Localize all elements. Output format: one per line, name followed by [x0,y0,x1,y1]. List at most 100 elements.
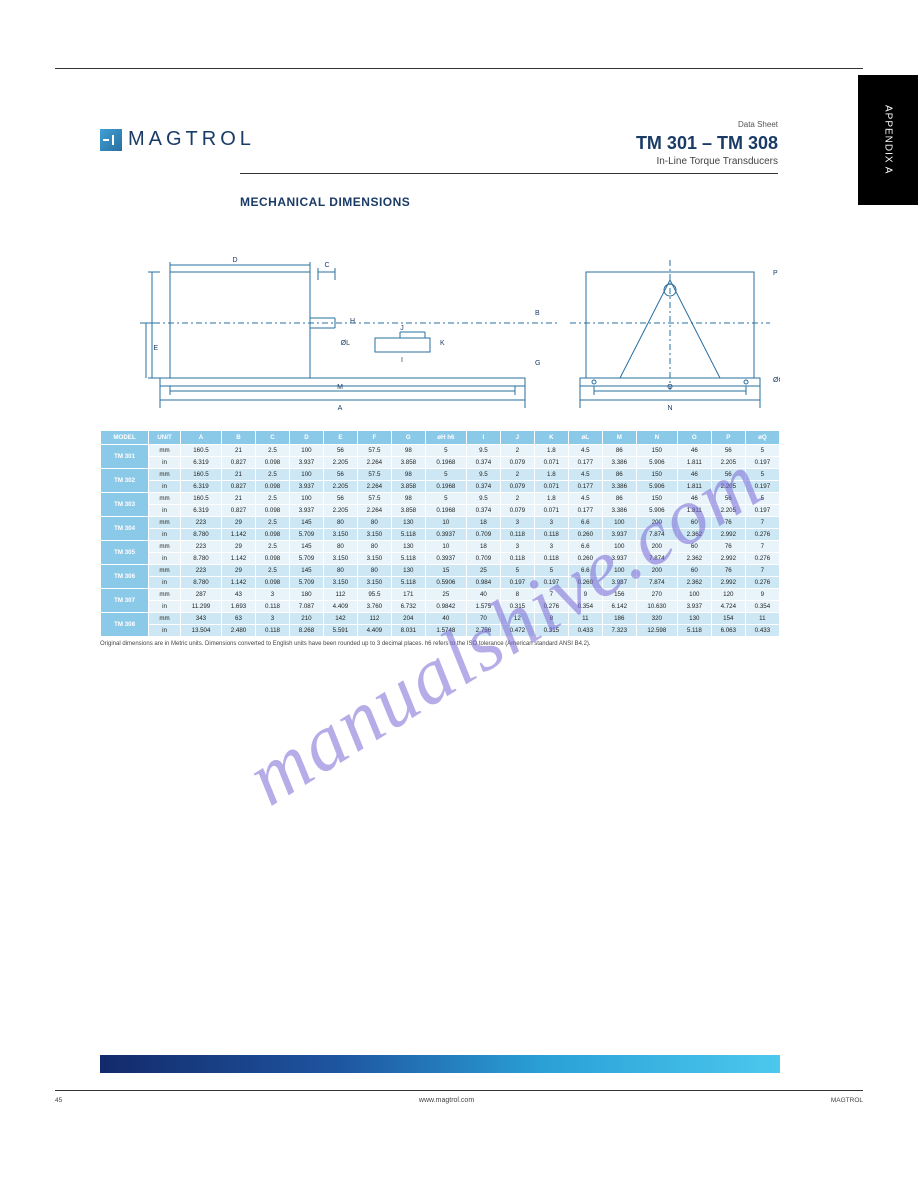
table-data-cell: 100 [677,589,711,601]
table-data-cell: 98 [391,469,425,481]
table-header-cell: øH h6 [425,431,466,445]
dim-O: O [667,384,673,391]
units-note: Original dimensions are in Metric units.… [100,641,780,647]
dim-J: J [400,325,404,332]
table-data-cell: 2.205 [711,457,745,469]
table-data-cell: 160.5 [180,493,221,505]
table-data-cell: 7 [745,541,779,553]
table-data-cell: 130 [391,541,425,553]
table-data-cell: 0.071 [534,481,568,493]
table-data-cell: 100 [602,565,636,577]
table-data-cell: 5.709 [289,577,323,589]
table-data-cell: 0.118 [534,529,568,541]
table-data-cell: 0.197 [745,481,779,493]
table-data-cell: 13.504 [180,625,221,637]
table-unit-cell: mm [149,565,181,577]
table-row: TM 301mm160.5212.51005657.59859.521.84.5… [101,445,780,457]
table-header-cell: øQ [745,431,779,445]
table-data-cell: 1.8 [534,493,568,505]
table-header-cell: UNIT [149,431,181,445]
table-data-cell: 5.118 [677,625,711,637]
table-data-cell: 0.197 [745,457,779,469]
table-data-cell: 2.5 [255,493,289,505]
table-data-cell: 100 [289,469,323,481]
table-data-cell: 0.433 [568,625,602,637]
table-data-cell: 3.858 [391,505,425,517]
table-data-cell: 3.937 [677,601,711,613]
table-data-cell: 5 [425,469,466,481]
table-data-cell: 46 [677,493,711,505]
table-header-cell: D [289,431,323,445]
footer-gradient-bar [100,1055,780,1073]
table-data-cell: 1.142 [222,577,256,589]
table-data-cell: 130 [391,517,425,529]
table-data-cell: 0.276 [745,577,779,589]
table-data-cell: 3.150 [357,577,391,589]
table-data-cell: 86 [602,469,636,481]
table-data-cell: 0.197 [534,577,568,589]
dim-B: B [535,310,540,317]
table-data-cell: 0.276 [745,553,779,565]
table-data-cell: 0.079 [500,481,534,493]
table-data-cell: 3.386 [602,481,636,493]
table-data-cell: 8.031 [391,625,425,637]
table-data-cell: 0.098 [255,553,289,565]
table-data-cell: 1.142 [222,553,256,565]
table-data-cell: 3.937 [289,505,323,517]
table-row: TM 306mm223292.514580801301525556.610020… [101,565,780,577]
table-data-cell: 56 [323,445,357,457]
table-data-cell: 7 [534,589,568,601]
table-data-cell: 6.6 [568,541,602,553]
table-data-cell: 80 [323,565,357,577]
table-data-cell: 8.780 [180,577,221,589]
table-data-cell: 4.724 [711,601,745,613]
table-data-cell: 10 [425,541,466,553]
table-data-cell: 320 [636,613,677,625]
table-data-cell: 15 [425,565,466,577]
table-header-cell: N [636,431,677,445]
table-unit-cell: mm [149,445,181,457]
table-data-cell: 2.5 [255,565,289,577]
table-data-cell: 6.063 [711,625,745,637]
table-row: in8.7801.1420.0985.7093.1503.1505.1180.5… [101,577,780,589]
table-data-cell: 100 [602,517,636,529]
table-data-cell: 12 [500,613,534,625]
table-data-cell: 5.118 [391,553,425,565]
table-data-cell: 5 [500,565,534,577]
table-model-cell: TM 308 [101,613,149,637]
table-data-cell: 1.575 [466,601,500,613]
table-data-cell: 0.098 [255,529,289,541]
table-data-cell: 57.5 [357,445,391,457]
table-unit-cell: in [149,529,181,541]
table-data-cell: 2.264 [357,505,391,517]
table-data-cell: 0.433 [745,625,779,637]
table-data-cell: 3 [534,541,568,553]
table-data-cell: 150 [636,469,677,481]
table-data-cell: 0.079 [500,457,534,469]
table-data-cell: 25 [425,589,466,601]
table-data-cell: 7 [745,565,779,577]
table-header-cell: P [711,431,745,445]
table-data-cell: 29 [222,517,256,529]
table-data-cell: 0.315 [534,625,568,637]
brand-logo-text: MAGTROL [128,128,255,151]
dim-Q: ØQ [773,377,780,384]
table-data-cell: 3.937 [602,529,636,541]
table-unit-cell: mm [149,517,181,529]
table-data-cell: 8 [534,613,568,625]
table-data-cell: 60 [677,517,711,529]
table-data-cell: 12.598 [636,625,677,637]
table-data-cell: 154 [711,613,745,625]
table-unit-cell: mm [149,493,181,505]
table-data-cell: 0.177 [568,457,602,469]
table-data-cell: 3.150 [323,553,357,565]
table-data-cell: 4.5 [568,469,602,481]
table-data-cell: 3.150 [323,529,357,541]
table-data-cell: 18 [466,541,500,553]
table-data-cell: 0.197 [500,577,534,589]
table-model-cell: TM 301 [101,445,149,469]
footer-site: www.magtrol.com [62,1097,831,1104]
table-data-cell: 270 [636,589,677,601]
table-data-cell: 186 [602,613,636,625]
table-data-cell: 2 [500,493,534,505]
